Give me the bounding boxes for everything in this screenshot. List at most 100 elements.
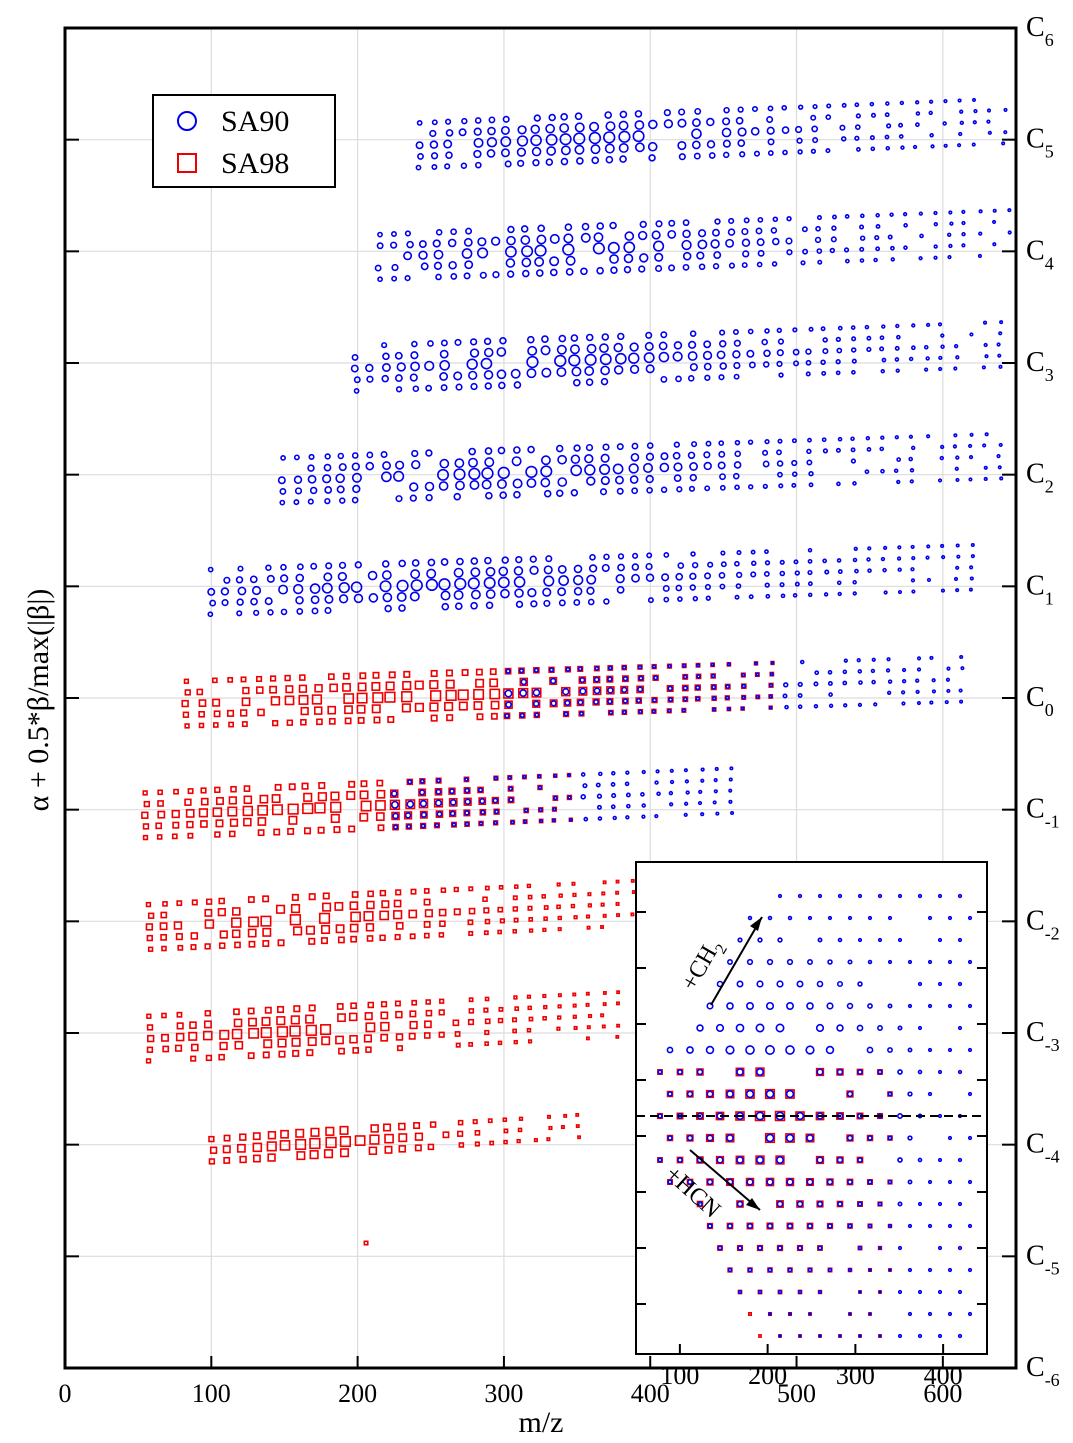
sa98-point bbox=[489, 678, 499, 688]
sa98-point bbox=[171, 809, 180, 819]
sa90-point bbox=[550, 700, 557, 707]
sa90-point bbox=[527, 345, 538, 356]
sa90-point bbox=[586, 343, 597, 354]
sa90-point bbox=[515, 555, 523, 564]
sa90-point bbox=[955, 355, 960, 360]
sa98-point bbox=[296, 1151, 306, 1161]
sa90-point bbox=[673, 462, 683, 472]
sa90-point bbox=[515, 600, 524, 609]
sa90-point bbox=[638, 709, 643, 714]
sa90-point bbox=[946, 688, 951, 694]
sa90-point bbox=[484, 457, 495, 468]
sa98-point bbox=[482, 896, 488, 902]
sa90-point bbox=[776, 349, 784, 357]
sa90-point bbox=[717, 461, 726, 470]
sa90-point bbox=[911, 323, 916, 328]
sa90-point bbox=[612, 815, 617, 821]
sa90-point bbox=[700, 778, 705, 783]
sa90-point bbox=[969, 332, 974, 337]
sa98-point bbox=[236, 1143, 246, 1153]
sa98-point bbox=[380, 1001, 388, 1008]
sa90-point bbox=[736, 550, 742, 556]
sa90-point bbox=[852, 557, 858, 563]
sa90-point bbox=[309, 486, 318, 495]
x-tick-label: 100 bbox=[192, 1379, 231, 1408]
sa98-point bbox=[616, 913, 621, 918]
sa98-point bbox=[557, 927, 562, 932]
sa98-point bbox=[592, 675, 601, 684]
sa98-point bbox=[308, 1004, 316, 1012]
sa90-point bbox=[584, 353, 597, 366]
sa98-point bbox=[616, 990, 621, 995]
sa90-point bbox=[631, 487, 639, 495]
sa98-point bbox=[409, 1020, 418, 1030]
sa90-point bbox=[693, 152, 701, 160]
sa90-point bbox=[800, 260, 806, 266]
sa98-point bbox=[300, 706, 309, 716]
sa90-point bbox=[955, 477, 960, 483]
sa90-point bbox=[580, 794, 586, 800]
sa90-point bbox=[350, 581, 363, 594]
sa90-point bbox=[691, 128, 702, 140]
sa90-point bbox=[435, 788, 442, 795]
sa90-point bbox=[596, 266, 604, 275]
sa90-point bbox=[767, 138, 775, 146]
sa98-point bbox=[615, 890, 620, 895]
sa90-point bbox=[770, 227, 778, 234]
sa90-point bbox=[514, 588, 524, 598]
sa90-point bbox=[754, 661, 758, 666]
sa90-point bbox=[751, 560, 757, 567]
sa98-point bbox=[205, 1054, 213, 1062]
sa90-point bbox=[831, 225, 837, 231]
sa90-point bbox=[293, 499, 300, 506]
sa90-point bbox=[573, 132, 586, 145]
sa90-point bbox=[682, 263, 690, 271]
sa90-point bbox=[1003, 107, 1008, 112]
sa98-point bbox=[191, 1043, 199, 1052]
sa90-point bbox=[896, 556, 902, 561]
sa90-point bbox=[703, 451, 711, 459]
sa90-point bbox=[967, 1311, 973, 1317]
sa98-point bbox=[317, 792, 327, 802]
sa90-point bbox=[560, 113, 568, 121]
sa90-point bbox=[716, 350, 726, 360]
sa90-point bbox=[464, 777, 469, 782]
sa90-point bbox=[886, 657, 891, 662]
sa90-point bbox=[638, 675, 644, 681]
sa90-point bbox=[581, 222, 590, 231]
sa98-point bbox=[218, 897, 225, 905]
sa90-point bbox=[625, 770, 630, 775]
sa90-point bbox=[896, 334, 901, 340]
sa98-point bbox=[189, 1021, 197, 1029]
sa90-point bbox=[431, 163, 438, 170]
sa90-point bbox=[368, 593, 379, 603]
sa90-point bbox=[516, 135, 529, 147]
sa98-point bbox=[145, 1058, 152, 1064]
sa90-point bbox=[468, 467, 481, 480]
sa90-point bbox=[772, 216, 779, 223]
sa98-point bbox=[439, 998, 445, 1004]
sa98-point bbox=[352, 1047, 360, 1054]
sa90-point bbox=[571, 366, 582, 377]
sa90-point bbox=[706, 1178, 714, 1186]
sa90-point bbox=[775, 1023, 785, 1033]
sa90-point bbox=[411, 459, 421, 470]
sa90-point bbox=[506, 235, 516, 246]
sa98-point bbox=[141, 811, 149, 819]
sa90-point bbox=[569, 344, 580, 355]
sa98-point bbox=[408, 1032, 416, 1040]
sa98-point bbox=[269, 675, 277, 682]
sa90-point bbox=[648, 154, 656, 162]
sa90-point bbox=[927, 1311, 933, 1317]
sa90-point bbox=[338, 594, 349, 604]
sa90-point bbox=[947, 1267, 953, 1273]
sa90-point bbox=[937, 1245, 943, 1251]
sa90-point bbox=[727, 1267, 733, 1273]
sa90-point bbox=[659, 462, 670, 473]
sa90-point bbox=[705, 440, 712, 447]
sa98-point bbox=[478, 797, 487, 806]
sa90-point bbox=[875, 213, 880, 218]
sa98-point bbox=[445, 669, 453, 677]
sa98-point bbox=[367, 1001, 375, 1009]
sa90-point bbox=[409, 494, 417, 502]
